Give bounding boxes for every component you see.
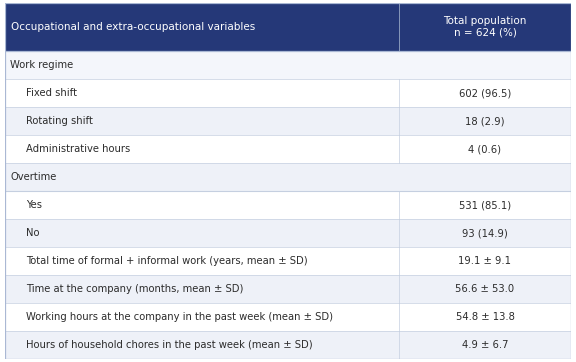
Text: Administrative hours: Administrative hours	[26, 144, 130, 154]
Text: 93 (14.9): 93 (14.9)	[462, 228, 508, 238]
Text: Fixed shift: Fixed shift	[26, 88, 77, 98]
Text: Total time of formal + informal work (years, mean ± SD): Total time of formal + informal work (ye…	[26, 256, 308, 266]
Bar	[5, 107, 571, 135]
Text: 54.8 ± 13.8: 54.8 ± 13.8	[456, 312, 514, 322]
Text: 531 (85.1): 531 (85.1)	[459, 200, 511, 210]
Text: 19.1 ± 9.1: 19.1 ± 9.1	[458, 256, 511, 266]
Text: Overtime: Overtime	[10, 172, 56, 182]
Text: No: No	[26, 228, 40, 238]
Bar	[5, 247, 571, 275]
Bar	[5, 79, 571, 107]
Text: Yes: Yes	[26, 200, 42, 210]
Text: Working hours at the company in the past week (mean ± SD): Working hours at the company in the past…	[26, 312, 333, 322]
Bar	[5, 191, 571, 219]
Text: Rotating shift: Rotating shift	[26, 116, 93, 126]
Bar	[5, 51, 571, 79]
Text: 56.6 ± 53.0: 56.6 ± 53.0	[456, 284, 514, 294]
Bar	[5, 163, 571, 191]
Bar	[5, 331, 571, 359]
Bar	[5, 275, 571, 303]
Bar	[5, 135, 571, 163]
Text: 602 (96.5): 602 (96.5)	[459, 88, 511, 98]
Text: Work regime: Work regime	[10, 60, 74, 70]
Text: Occupational and extra-occupational variables: Occupational and extra-occupational vari…	[12, 22, 256, 32]
Text: 4 (0.6): 4 (0.6)	[468, 144, 502, 154]
Text: 4.9 ± 6.7: 4.9 ± 6.7	[462, 340, 508, 350]
Bar	[5, 3, 571, 51]
Text: 18 (2.9): 18 (2.9)	[465, 116, 505, 126]
Bar	[5, 303, 571, 331]
Text: Time at the company (months, mean ± SD): Time at the company (months, mean ± SD)	[26, 284, 244, 294]
Bar	[5, 219, 571, 247]
Text: Total population
n = 624 (%): Total population n = 624 (%)	[444, 16, 526, 38]
Text: Hours of household chores in the past week (mean ± SD): Hours of household chores in the past we…	[26, 340, 313, 350]
